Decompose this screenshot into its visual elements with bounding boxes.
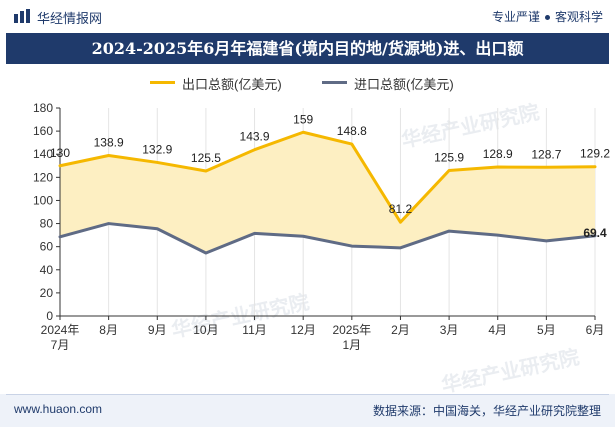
area-between-series bbox=[60, 132, 595, 254]
data-label: 81.2 bbox=[389, 202, 413, 216]
legend-swatch-export bbox=[150, 81, 175, 84]
dot-icon bbox=[544, 14, 550, 20]
data-label: 130 bbox=[50, 146, 70, 160]
data-label: 125.9 bbox=[434, 151, 464, 165]
y-tick-label: 40 bbox=[40, 263, 54, 277]
x-tick-label: 5月 bbox=[537, 323, 556, 337]
y-tick-label: 20 bbox=[40, 286, 54, 300]
y-tick-label: 160 bbox=[33, 124, 53, 138]
y-tick-label: 80 bbox=[40, 217, 54, 231]
y-tick-label: 120 bbox=[33, 170, 53, 184]
footer-source: 数据来源：中国海关，华经产业研究院整理 bbox=[372, 404, 601, 418]
x-tick-label: 2月 bbox=[391, 323, 410, 337]
x-tick-label: 10月 bbox=[193, 323, 218, 337]
logo-icon bbox=[14, 9, 30, 23]
data-label: 128.9 bbox=[483, 147, 513, 161]
y-tick-label: 140 bbox=[33, 147, 53, 161]
data-label: 148.8 bbox=[337, 124, 367, 138]
x-tick-label: 6月 bbox=[586, 323, 605, 337]
data-label: 128.7 bbox=[531, 147, 561, 161]
y-tick-label: 100 bbox=[33, 193, 53, 207]
x-tick-label: 8月 bbox=[99, 323, 118, 337]
footer-website: www.huaon.com bbox=[14, 402, 103, 416]
x-tick-label: 2024年 7月 bbox=[41, 323, 80, 352]
slogan-left: 专业严谨 bbox=[491, 10, 540, 24]
footer-divider bbox=[6, 394, 609, 395]
legend-label-import: 进口总额(亿美元) bbox=[354, 77, 454, 92]
x-tick-label: 11月 bbox=[242, 323, 266, 337]
data-label: 143.9 bbox=[240, 130, 270, 144]
data-label: 132.9 bbox=[142, 142, 172, 156]
data-label: 138.9 bbox=[94, 135, 124, 149]
slogan-right: 客观科学 bbox=[554, 10, 603, 24]
x-tick-label: 12月 bbox=[291, 323, 316, 337]
legend: 出口总额(亿美元) 进口总额(亿美元) bbox=[0, 72, 615, 92]
data-label: 159 bbox=[293, 112, 313, 126]
x-tick-label: 9月 bbox=[148, 323, 167, 337]
chart-title: 2024-2025年6月年福建省(境内目的地/货源地)进、出口额 bbox=[91, 39, 524, 58]
y-tick-label: 180 bbox=[33, 101, 53, 115]
x-tick-label: 4月 bbox=[488, 323, 507, 337]
data-label: 125.5 bbox=[191, 151, 221, 165]
data-label: 69.4 bbox=[583, 226, 607, 240]
title-bar: 2024-2025年6月年福建省(境内目的地/货源地)进、出口额 bbox=[6, 33, 609, 64]
legend-label-export: 出口总额(亿美元) bbox=[182, 77, 282, 92]
slogan: 专业严谨 客观科学 bbox=[492, 8, 603, 25]
legend-swatch-import bbox=[322, 81, 347, 84]
y-tick-label: 60 bbox=[40, 240, 54, 254]
series-line-import bbox=[58, 222, 597, 255]
data-label: 129.2 bbox=[580, 147, 610, 161]
x-tick-label: 2025年 1月 bbox=[332, 323, 371, 352]
y-tick-label: 0 bbox=[46, 309, 53, 323]
footer: www.huaon.com 数据来源：中国海关，华经产业研究院整理 bbox=[0, 394, 615, 427]
series-line-export bbox=[58, 130, 597, 224]
logo-text: 华经情报网 bbox=[37, 11, 103, 26]
top-bar: 华经情报网 专业严谨 客观科学 bbox=[0, 0, 615, 32]
x-tick-label: 3月 bbox=[440, 323, 459, 337]
